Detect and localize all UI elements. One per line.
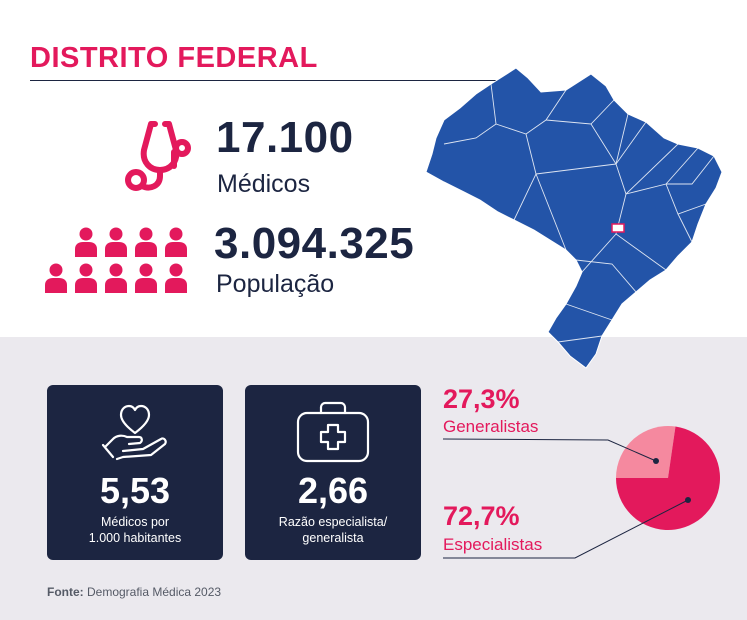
source-note: Fonte: Demografia Médica 2023 xyxy=(47,585,222,599)
person-icon xyxy=(45,263,67,293)
card-value: 2,66 xyxy=(297,470,369,511)
specialists-percent: 72,7% xyxy=(443,501,520,531)
population-label: População xyxy=(216,270,335,298)
title-underline xyxy=(30,80,498,81)
medical-kit-icon xyxy=(296,401,370,463)
generalists-percent: 27,3% xyxy=(443,384,520,414)
specialists-leader-dot xyxy=(685,497,691,503)
card-doctors-per-thousand: 5,53 Médicos por 1.000 habitantes xyxy=(47,385,223,560)
specialists-leader-line xyxy=(443,499,689,559)
brazil-map xyxy=(425,67,723,369)
person-icon xyxy=(105,227,127,257)
pie-slice-specialists xyxy=(616,426,720,531)
specialists-label: Especialistas xyxy=(443,535,543,554)
pie-slice-generalists xyxy=(616,426,676,478)
person-icon xyxy=(135,263,157,293)
card-label: Razão especialista/ generalista xyxy=(278,515,388,545)
people-icon xyxy=(45,227,187,293)
generalists-leader-line xyxy=(442,438,657,462)
page-title: DISTRITO FEDERAL xyxy=(30,42,318,74)
person-icon xyxy=(105,263,127,293)
person-icon xyxy=(75,263,97,293)
federal-district-marker xyxy=(611,223,625,233)
stethoscope-icon xyxy=(125,121,191,191)
card-value: 5,53 xyxy=(99,470,171,511)
population-count: 3.094.325 xyxy=(214,219,415,268)
card-label: Médicos por 1.000 habitantes xyxy=(88,515,182,545)
doctors-count: 17.100 xyxy=(216,113,354,162)
doctors-label: Médicos xyxy=(217,170,311,198)
heart-hand-icon xyxy=(101,404,167,461)
generalists-label: Generalistas xyxy=(443,417,539,436)
card-specialist-ratio: 2,66 Razão especialista/ generalista xyxy=(245,385,421,560)
generalists-leader-dot xyxy=(653,458,659,464)
person-icon xyxy=(135,227,157,257)
person-icon xyxy=(165,263,187,293)
person-icon xyxy=(165,227,187,257)
person-icon xyxy=(75,227,97,257)
